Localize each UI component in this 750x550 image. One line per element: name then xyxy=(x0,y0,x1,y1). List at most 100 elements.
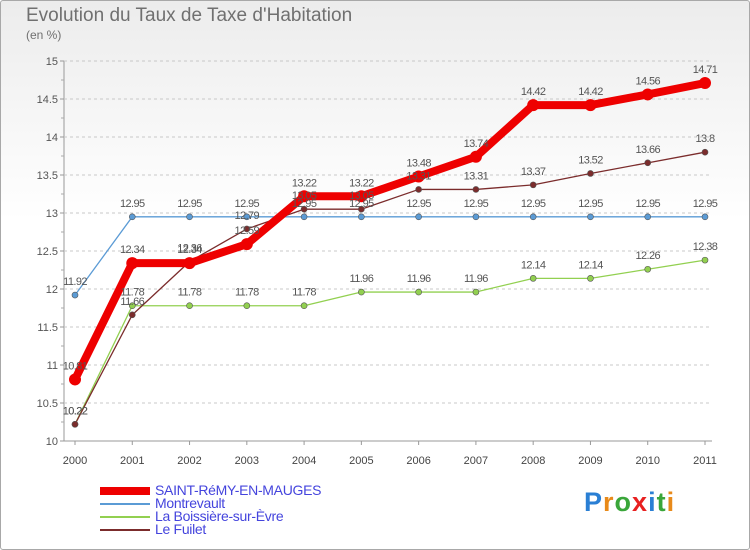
x-tick-label: 2001 xyxy=(120,455,144,467)
data-label: 12.95 xyxy=(120,198,145,210)
data-label: 13.66 xyxy=(635,144,660,156)
logo-letter: i xyxy=(648,487,657,517)
x-tick-label: 2010 xyxy=(635,455,659,467)
data-point xyxy=(701,148,709,156)
data-label: 11.78 xyxy=(178,287,202,299)
data-label: 13.48 xyxy=(406,158,431,170)
x-tick-label: 2009 xyxy=(578,455,602,467)
logo-letter: P xyxy=(584,487,604,517)
data-point xyxy=(71,291,79,299)
data-label: 10.22 xyxy=(63,405,88,417)
data-point xyxy=(644,159,652,167)
y-tick-label: 11.5 xyxy=(37,322,58,334)
data-label: 14.71 xyxy=(693,64,718,76)
data-point xyxy=(128,213,136,221)
data-label: 13.8 xyxy=(695,133,714,145)
data-label: 12.95 xyxy=(635,198,660,210)
data-label: 12.36 xyxy=(177,243,202,255)
chart-title: Evolution du Taux de Taxe d'Habitation xyxy=(26,5,353,26)
y-tick-label: 13.5 xyxy=(37,170,58,182)
data-label: 14.56 xyxy=(635,75,660,87)
x-tick-label: 2011 xyxy=(693,455,717,467)
legend-swatch xyxy=(100,529,150,531)
data-label: 11.66 xyxy=(120,296,144,308)
data-label: 12.38 xyxy=(693,241,718,253)
legend-swatch xyxy=(100,487,150,495)
legend-item: La Boissière-sur-Èvre xyxy=(100,508,420,524)
data-point xyxy=(472,186,480,193)
data-point xyxy=(584,99,597,112)
data-point xyxy=(358,213,365,221)
data-point xyxy=(300,213,308,221)
data-label: 13.05 xyxy=(292,190,317,202)
data-point xyxy=(126,257,139,270)
data-label: 11.92 xyxy=(63,276,87,288)
data-point xyxy=(298,190,311,203)
legend-item: SAINT-RéMY-EN-MAUGES xyxy=(100,482,420,498)
data-point xyxy=(415,186,422,193)
data-point xyxy=(472,288,480,296)
y-tick-label: 14 xyxy=(46,132,58,144)
data-point xyxy=(415,213,422,221)
legend-swatch xyxy=(100,516,150,518)
data-label: 12.79 xyxy=(235,210,260,222)
chart-unit-label: (en %) xyxy=(26,28,62,42)
legend-swatch xyxy=(100,503,150,505)
data-point xyxy=(358,288,365,296)
x-tick-label: 2006 xyxy=(406,455,430,467)
data-point xyxy=(415,288,422,296)
data-point xyxy=(300,205,308,213)
data-label: 13.74 xyxy=(464,138,489,150)
data-label: 12.95 xyxy=(578,198,603,210)
data-point xyxy=(701,213,709,221)
data-label: 12.95 xyxy=(292,198,317,210)
data-label: 12.95 xyxy=(349,198,374,210)
legend-label: SAINT-RéMY-EN-MAUGES xyxy=(155,482,322,498)
data-point xyxy=(355,190,368,203)
data-label: 12.14 xyxy=(578,259,603,271)
data-point xyxy=(527,99,540,112)
data-point xyxy=(71,420,79,428)
data-label: 13.05 xyxy=(349,190,374,202)
data-label: 10.22 xyxy=(63,405,88,417)
data-point xyxy=(529,275,537,282)
x-tick-label: 2003 xyxy=(235,455,259,467)
data-point xyxy=(186,302,193,310)
data-label: 12.14 xyxy=(521,259,546,271)
data-label: 10.81 xyxy=(63,360,88,372)
data-point xyxy=(128,311,136,319)
data-point xyxy=(472,213,480,221)
x-tick-label: 2002 xyxy=(177,455,201,467)
data-label: 11.78 xyxy=(120,287,144,299)
data-label: 13.37 xyxy=(521,166,546,178)
data-label: 11.96 xyxy=(407,273,431,285)
y-tick-label: 14.5 xyxy=(37,94,58,106)
legend-label: Le Fuilet xyxy=(155,521,206,537)
data-point xyxy=(644,213,652,221)
data-point xyxy=(701,256,709,264)
data-label: 14.42 xyxy=(521,86,546,98)
data-point xyxy=(641,88,654,101)
series-line xyxy=(74,216,706,296)
x-tick-label: 2008 xyxy=(521,455,545,467)
proxiti-logo: Proxiti xyxy=(584,487,675,518)
data-label: 12.26 xyxy=(635,250,660,262)
data-label: 13.31 xyxy=(406,170,431,182)
x-tick-label: 2007 xyxy=(464,455,488,467)
data-label: 13.22 xyxy=(292,177,317,189)
data-point xyxy=(243,213,251,221)
series-line xyxy=(74,151,706,425)
logo-letter: t xyxy=(656,487,667,517)
legend-item: Montrevault xyxy=(100,495,420,511)
logo-letter: o xyxy=(614,487,633,517)
legend-label: La Boissière-sur-Èvre xyxy=(155,508,284,524)
data-label: 12.59 xyxy=(235,225,260,237)
y-tick-label: 10.5 xyxy=(37,398,58,410)
data-point xyxy=(186,213,193,221)
data-point xyxy=(529,181,537,189)
data-label: 12.34 xyxy=(120,244,145,256)
chart-legend: SAINT-RéMY-EN-MAUGES Montrevault La Boissi… xyxy=(100,482,420,537)
data-label: 11.96 xyxy=(464,273,488,285)
data-point xyxy=(243,302,251,310)
